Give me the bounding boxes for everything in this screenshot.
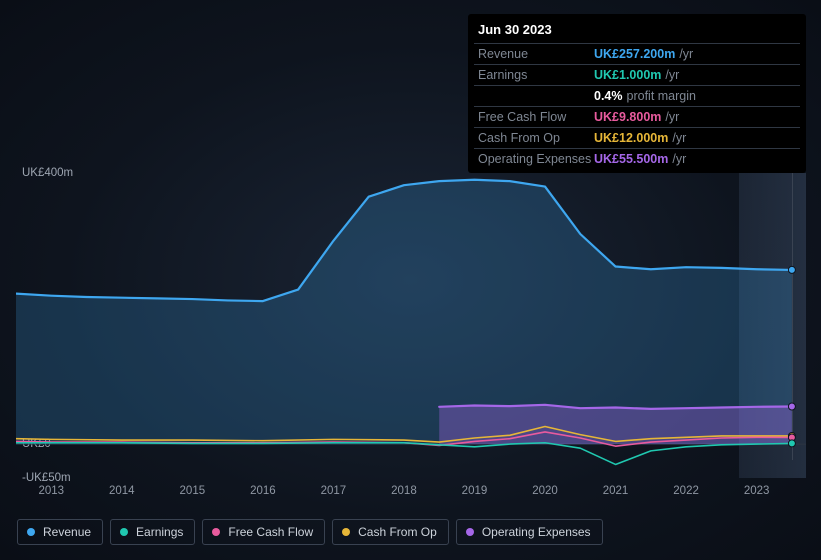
- legend: Revenue Earnings Free Cash Flow Cash From O…: [17, 519, 603, 545]
- tooltip-row-label: Cash From Op: [478, 131, 594, 145]
- tooltip-row-label: [478, 89, 594, 103]
- x-tick-label: 2013: [38, 485, 64, 497]
- series-area-revenue: [16, 180, 792, 444]
- tooltip-row-value: UK£257.200m: [594, 47, 675, 61]
- series-marker-dot: [788, 266, 795, 273]
- tooltip-row: Cash From OpUK£12.000m/yr: [474, 127, 800, 148]
- legend-label: Revenue: [43, 525, 91, 539]
- tooltip-row-unit: /yr: [679, 47, 693, 61]
- legend-label: Earnings: [136, 525, 183, 539]
- x-tick-label: 2021: [603, 485, 629, 497]
- tooltip-row-value: UK£1.000m: [594, 68, 661, 82]
- legend-label: Cash From Op: [358, 525, 437, 539]
- x-tick-label: 2023: [744, 485, 770, 497]
- financials-chart[interactable]: UK£400mUK£0-UK£50m 201320142015201620172…: [0, 158, 821, 513]
- tooltip-row-value: UK£9.800m: [594, 110, 661, 124]
- legend-label: Free Cash Flow: [228, 525, 313, 539]
- legend-dot-icon: [27, 528, 35, 536]
- tooltip-row: RevenueUK£257.200m/yr: [474, 43, 800, 64]
- legend-item-operating-expenses[interactable]: Operating Expenses: [456, 519, 603, 545]
- tooltip-row-unit: /yr: [665, 68, 679, 82]
- legend-item-revenue[interactable]: Revenue: [17, 519, 103, 545]
- x-tick-label: 2018: [391, 485, 417, 497]
- tooltip-row: Free Cash FlowUK£9.800m/yr: [474, 106, 800, 127]
- tooltip-row-label: Free Cash Flow: [478, 110, 594, 124]
- tooltip-row-unit: profit margin: [627, 89, 696, 103]
- tooltip-date: Jun 30 2023: [474, 22, 800, 43]
- legend-dot-icon: [342, 528, 350, 536]
- legend-dot-icon: [466, 528, 474, 536]
- hover-tooltip: Jun 30 2023 RevenueUK£257.200m/yrEarning…: [468, 14, 806, 173]
- legend-dot-icon: [120, 528, 128, 536]
- legend-label: Operating Expenses: [482, 525, 591, 539]
- x-tick-label: 2014: [109, 485, 135, 497]
- x-tick-label: 2015: [180, 485, 206, 497]
- x-tick-label: 2019: [462, 485, 488, 497]
- x-axis: 2013 2014 2015 2016 2017 2018 2019 2020 2021 2022…: [0, 485, 821, 505]
- series-line-earnings: [16, 443, 792, 465]
- x-tick-label: 2022: [673, 485, 699, 497]
- tooltip-row-value: 0.4%: [594, 89, 623, 103]
- legend-item-earnings[interactable]: Earnings: [110, 519, 195, 545]
- tooltip-row: EarningsUK£1.000m/yr: [474, 64, 800, 85]
- tooltip-row-unit: /yr: [672, 131, 686, 145]
- tooltip-row-label: Earnings: [478, 68, 594, 82]
- plot-area: [16, 173, 806, 478]
- tooltip-row-unit: /yr: [665, 110, 679, 124]
- legend-dot-icon: [212, 528, 220, 536]
- series-marker-dot: [788, 403, 795, 410]
- tooltip-row: 0.4% profit margin: [474, 85, 800, 106]
- legend-item-free-cash-flow[interactable]: Free Cash Flow: [202, 519, 325, 545]
- series-marker-dot: [788, 440, 795, 447]
- x-tick-label: 2016: [250, 485, 276, 497]
- x-tick-label: 2020: [532, 485, 558, 497]
- tooltip-row-value: UK£12.000m: [594, 131, 668, 145]
- tooltip-row-label: Revenue: [478, 47, 594, 61]
- x-tick-label: 2017: [321, 485, 347, 497]
- legend-item-cash-from-op[interactable]: Cash From Op: [332, 519, 449, 545]
